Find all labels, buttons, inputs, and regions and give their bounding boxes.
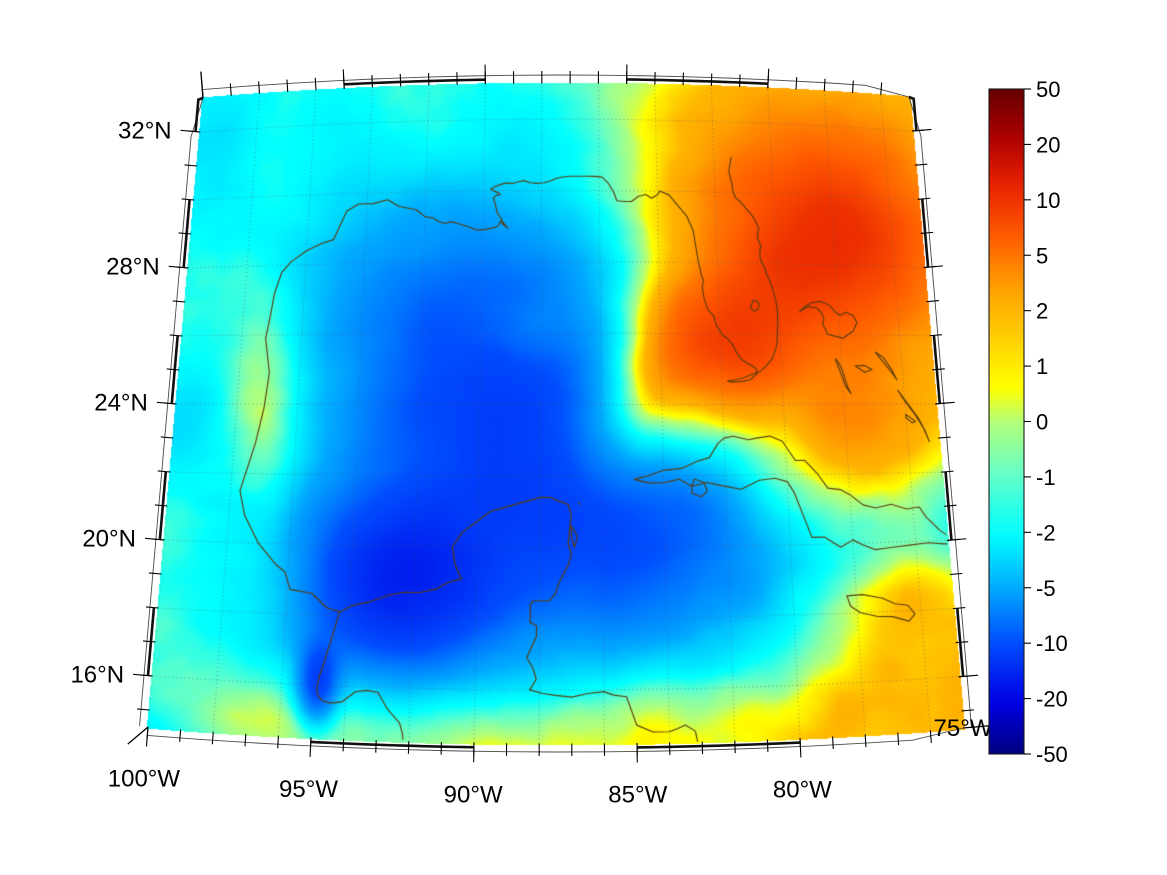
svg-text:-5: -5 xyxy=(1036,576,1056,601)
svg-text:-2: -2 xyxy=(1036,520,1056,545)
svg-text:2: 2 xyxy=(1036,299,1048,324)
svg-text:95°W: 95°W xyxy=(279,776,338,803)
svg-text:-10: -10 xyxy=(1036,631,1068,656)
svg-text:32°N: 32°N xyxy=(118,118,172,145)
svg-text:16°N: 16°N xyxy=(70,662,124,689)
svg-text:-50: -50 xyxy=(1036,742,1068,767)
svg-text:1: 1 xyxy=(1036,354,1048,379)
svg-text:100°W: 100°W xyxy=(108,765,181,792)
svg-text:85°W: 85°W xyxy=(608,781,667,808)
svg-text:20°N: 20°N xyxy=(82,526,136,553)
svg-text:-1: -1 xyxy=(1036,465,1056,490)
svg-text:28°N: 28°N xyxy=(106,254,160,281)
svg-text:90°W: 90°W xyxy=(444,781,503,808)
svg-text:5: 5 xyxy=(1036,243,1048,268)
svg-text:24°N: 24°N xyxy=(94,390,148,417)
svg-text:80°W: 80°W xyxy=(773,776,832,803)
svg-text:20: 20 xyxy=(1036,132,1060,157)
svg-text:-20: -20 xyxy=(1036,687,1068,712)
svg-text:0: 0 xyxy=(1036,410,1048,435)
svg-text:75°W: 75°W xyxy=(934,715,993,742)
svg-text:10: 10 xyxy=(1036,188,1060,213)
svg-text:50: 50 xyxy=(1036,77,1060,102)
